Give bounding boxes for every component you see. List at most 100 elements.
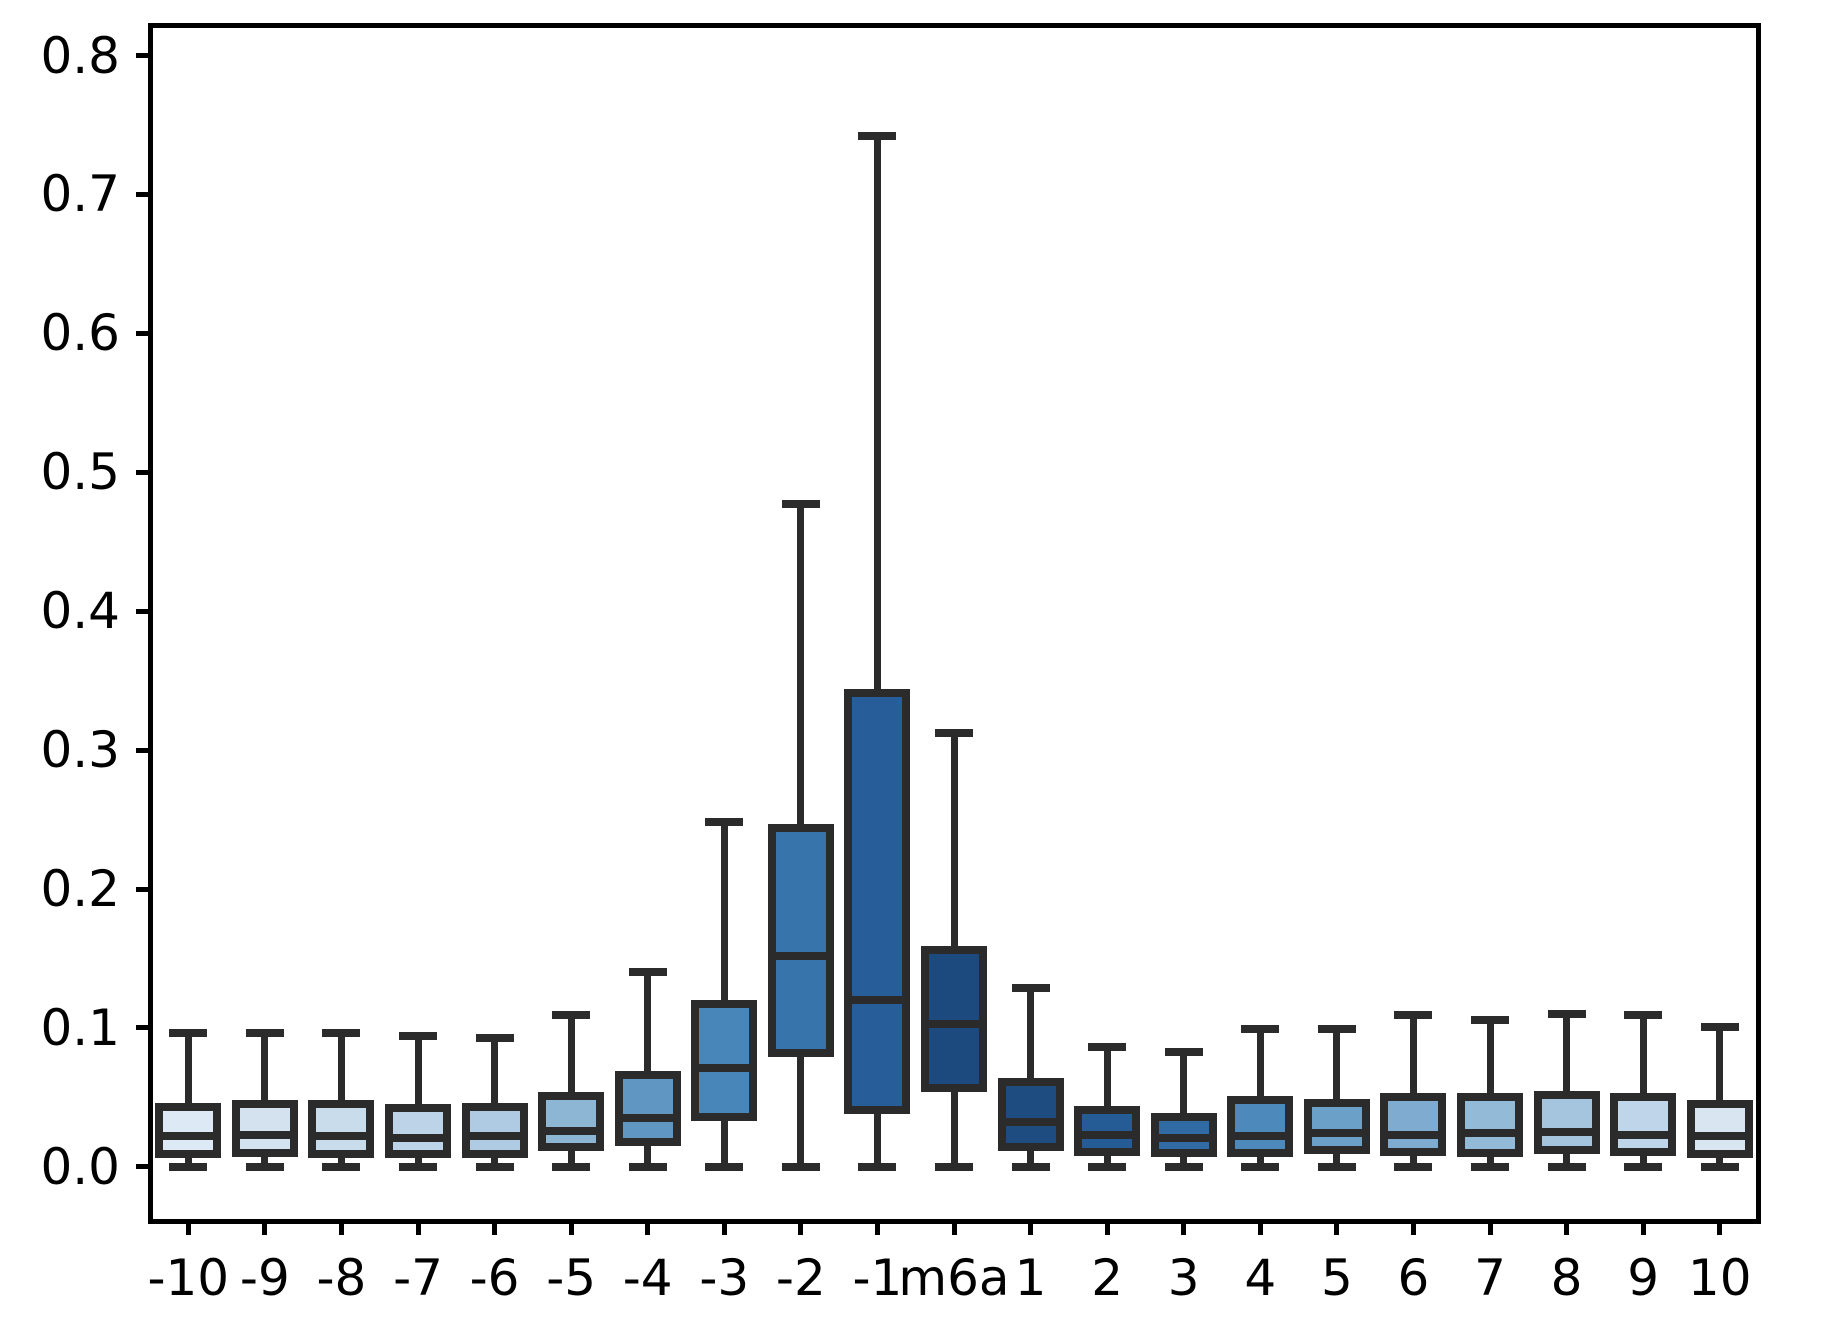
- x-tick-mark: [874, 1221, 880, 1235]
- x-tick-label: 9: [1627, 1249, 1660, 1307]
- y-tick-label: 0.4: [40, 582, 120, 641]
- median-line: [1154, 1133, 1213, 1142]
- median-line: [1537, 1128, 1596, 1137]
- x-tick-label: 7: [1474, 1249, 1506, 1307]
- lower-whisker: [720, 1116, 728, 1167]
- lower-whisker: [950, 1087, 958, 1167]
- box-group-9: [150, 25, 1758, 1221]
- median-line: [1231, 1132, 1290, 1141]
- axes-spines: [147, 22, 1761, 1224]
- y-tick-label: 0.5: [40, 443, 120, 502]
- x-tick-label: -10: [147, 1249, 230, 1307]
- x-tick-label: -4: [622, 1249, 673, 1307]
- box-group-3: [150, 25, 1758, 1221]
- box-iqr: [1227, 1096, 1294, 1157]
- y-tick-mark: [136, 1164, 150, 1170]
- y-tick-label: 0.2: [40, 860, 120, 918]
- upper-whisker: [720, 822, 728, 1005]
- box-group-2: [150, 25, 1758, 1221]
- upper-whisker-cap: [1011, 983, 1050, 992]
- median-line: [465, 1132, 524, 1141]
- box-group-8: [150, 25, 1758, 1221]
- median-line: [695, 1064, 754, 1073]
- box-iqr: [1303, 1098, 1370, 1155]
- x-tick-mark: [415, 1221, 421, 1235]
- upper-whisker-cap: [1700, 1022, 1739, 1031]
- y-tick-mark: [136, 53, 150, 59]
- lower-whisker-cap: [705, 1162, 744, 1171]
- box-group--3: [150, 25, 1758, 1221]
- box-iqr: [461, 1103, 528, 1159]
- box-iqr: [1380, 1093, 1447, 1156]
- upper-whisker: [950, 733, 958, 951]
- y-tick-mark: [136, 191, 150, 197]
- upper-whisker-cap: [1471, 1015, 1509, 1024]
- lower-whisker: [1027, 1147, 1035, 1167]
- upper-whisker-cap: [1088, 1043, 1127, 1052]
- upper-whisker-cap: [781, 500, 820, 509]
- y-tick-label: 0.8: [40, 26, 120, 85]
- box-iqr: [1457, 1093, 1523, 1157]
- upper-whisker-cap: [245, 1029, 284, 1038]
- lower-whisker-cap: [1241, 1162, 1280, 1171]
- box-iqr: [921, 946, 987, 1092]
- y-tick-label: 0.0: [40, 1137, 120, 1196]
- lower-whisker-cap: [1317, 1162, 1356, 1171]
- upper-whisker: [1256, 1029, 1264, 1101]
- y-tick-mark: [136, 469, 150, 475]
- lower-whisker-cap: [1164, 1162, 1203, 1171]
- median-line: [771, 951, 830, 960]
- box-iqr: [1610, 1093, 1677, 1156]
- upper-whisker: [1716, 1026, 1724, 1105]
- upper-whisker: [797, 504, 805, 828]
- box-iqr: [614, 1071, 681, 1146]
- box-iqr: [1533, 1090, 1600, 1155]
- box-group--2: [150, 25, 1758, 1221]
- lower-whisker: [337, 1154, 345, 1167]
- x-tick-mark: [798, 1221, 804, 1235]
- upper-whisker-cap: [552, 1011, 591, 1020]
- x-tick-label: 4: [1244, 1249, 1277, 1307]
- box-group-1: [150, 25, 1758, 1221]
- box-group-m6a: [150, 25, 1758, 1221]
- lower-whisker-cap: [858, 1162, 897, 1171]
- median-line: [925, 1019, 983, 1028]
- median-line: [1461, 1129, 1519, 1138]
- x-tick-label: -6: [469, 1249, 520, 1307]
- upper-whisker-cap: [858, 132, 897, 141]
- x-tick-mark: [338, 1221, 344, 1235]
- median-line: [389, 1133, 447, 1142]
- upper-whisker: [1180, 1051, 1188, 1117]
- y-tick-mark: [136, 747, 150, 753]
- lower-whisker: [1563, 1150, 1571, 1167]
- x-tick-label: -2: [775, 1249, 826, 1307]
- x-tick-label: 2: [1091, 1249, 1124, 1307]
- upper-whisker-cap: [1164, 1047, 1203, 1056]
- x-tick-mark: [492, 1221, 498, 1235]
- median-line: [542, 1126, 601, 1135]
- upper-whisker: [1333, 1029, 1341, 1103]
- upper-whisker: [1486, 1019, 1494, 1098]
- lower-whisker: [567, 1147, 575, 1167]
- box-group--7: [150, 25, 1758, 1221]
- upper-whisker-cap: [1547, 1010, 1586, 1019]
- lower-whisker: [644, 1141, 652, 1167]
- upper-whisker: [1639, 1015, 1647, 1098]
- median-line: [618, 1114, 677, 1123]
- median-line: [1614, 1130, 1673, 1139]
- box-group--4: [150, 25, 1758, 1221]
- box-group--6: [150, 25, 1758, 1221]
- median-line: [1307, 1129, 1366, 1138]
- box-iqr: [231, 1100, 298, 1157]
- box-group-7: [150, 25, 1758, 1221]
- x-tick-label: -9: [239, 1249, 290, 1307]
- box-iqr: [385, 1104, 451, 1159]
- x-tick-mark: [721, 1221, 727, 1235]
- median-line: [1384, 1130, 1443, 1139]
- box-group--9: [150, 25, 1758, 1221]
- x-tick-mark: [1181, 1221, 1187, 1235]
- median-line: [235, 1130, 294, 1139]
- y-tick-label: 0.1: [40, 998, 120, 1057]
- box-iqr: [308, 1100, 375, 1159]
